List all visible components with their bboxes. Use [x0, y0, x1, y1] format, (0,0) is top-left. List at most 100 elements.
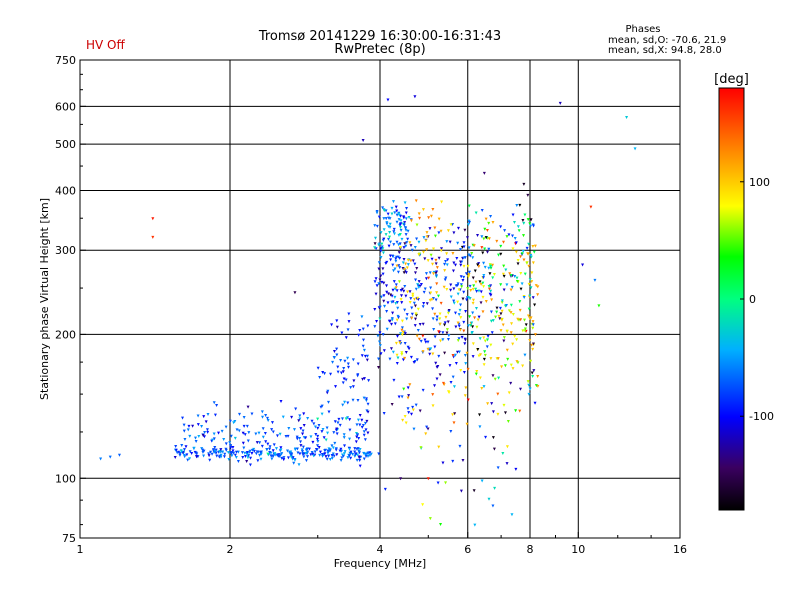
data-point — [488, 292, 492, 296]
data-point — [492, 447, 496, 451]
data-point — [263, 432, 267, 436]
data-point — [201, 434, 205, 438]
data-point — [346, 401, 350, 405]
data-point — [404, 262, 408, 266]
data-point — [558, 101, 562, 105]
data-point — [481, 276, 485, 280]
x-tick-label: 2 — [227, 543, 234, 556]
data-point — [392, 243, 396, 247]
data-point — [399, 226, 403, 230]
data-point — [511, 312, 515, 316]
data-point — [533, 401, 537, 405]
data-point — [482, 336, 486, 340]
data-point — [417, 280, 421, 284]
data-point — [392, 378, 396, 382]
data-point — [485, 228, 489, 232]
data-point — [305, 448, 309, 452]
data-point — [331, 360, 335, 364]
data-point — [513, 334, 517, 338]
data-point — [279, 448, 283, 452]
data-point — [495, 306, 499, 310]
data-point — [355, 423, 359, 427]
data-point — [381, 206, 385, 210]
data-point — [260, 444, 264, 448]
data-point — [392, 227, 396, 231]
data-point — [520, 282, 524, 286]
data-point — [477, 315, 481, 319]
data-point — [503, 364, 507, 368]
colorbar-unit-label: [deg] — [714, 72, 749, 87]
data-point — [413, 95, 417, 99]
data-point — [509, 363, 513, 367]
data-point — [282, 458, 286, 462]
data-point — [238, 412, 242, 416]
data-point — [463, 338, 467, 342]
data-point — [385, 327, 389, 331]
data-point — [449, 283, 453, 287]
data-point — [316, 366, 320, 370]
data-point — [403, 226, 407, 230]
data-point — [365, 358, 369, 362]
data-point — [356, 398, 360, 402]
data-point — [633, 147, 637, 151]
data-point — [241, 441, 245, 445]
data-point — [404, 211, 408, 215]
y-tick-label: 75 — [62, 532, 76, 545]
data-point — [489, 343, 493, 347]
data-point — [509, 331, 513, 335]
data-point — [461, 459, 465, 463]
data-point — [395, 289, 399, 293]
data-point — [342, 436, 346, 440]
data-point — [454, 263, 458, 267]
data-point — [503, 229, 507, 233]
data-point — [421, 208, 425, 212]
data-point — [399, 298, 403, 302]
data-point — [514, 409, 518, 413]
data-point — [293, 447, 297, 451]
data-point — [356, 447, 360, 451]
data-point — [501, 451, 505, 455]
data-point — [431, 404, 435, 408]
data-point — [369, 452, 373, 456]
data-point — [519, 287, 523, 291]
data-point — [445, 263, 449, 267]
data-point — [489, 214, 493, 218]
data-point — [311, 440, 315, 444]
data-point — [496, 466, 500, 470]
data-point — [415, 223, 419, 227]
data-point — [518, 300, 522, 304]
data-point — [497, 376, 501, 380]
data-point — [411, 259, 415, 263]
data-point — [252, 449, 256, 453]
data-point — [396, 314, 400, 318]
data-point — [499, 329, 503, 333]
data-point — [194, 439, 198, 443]
data-point — [467, 273, 471, 277]
data-point — [343, 450, 347, 454]
data-point — [487, 497, 491, 501]
data-point — [379, 274, 383, 278]
data-point — [435, 318, 439, 322]
data-point — [459, 369, 463, 373]
data-point — [343, 359, 347, 363]
data-point — [356, 433, 360, 437]
data-point — [356, 373, 360, 377]
data-point — [593, 278, 597, 282]
data-point — [401, 418, 405, 422]
data-point — [514, 241, 518, 245]
data-point — [507, 233, 511, 237]
data-point — [242, 415, 246, 419]
data-point — [416, 328, 420, 332]
data-point — [429, 214, 433, 218]
data-point — [452, 385, 456, 389]
data-point — [474, 287, 478, 291]
data-point — [323, 452, 327, 456]
data-point — [173, 455, 177, 459]
data-point — [518, 308, 522, 312]
data-point — [389, 347, 393, 351]
data-point — [394, 302, 398, 306]
data-point — [474, 211, 478, 215]
data-point — [502, 339, 506, 343]
data-point — [436, 365, 440, 369]
data-point — [515, 338, 519, 342]
